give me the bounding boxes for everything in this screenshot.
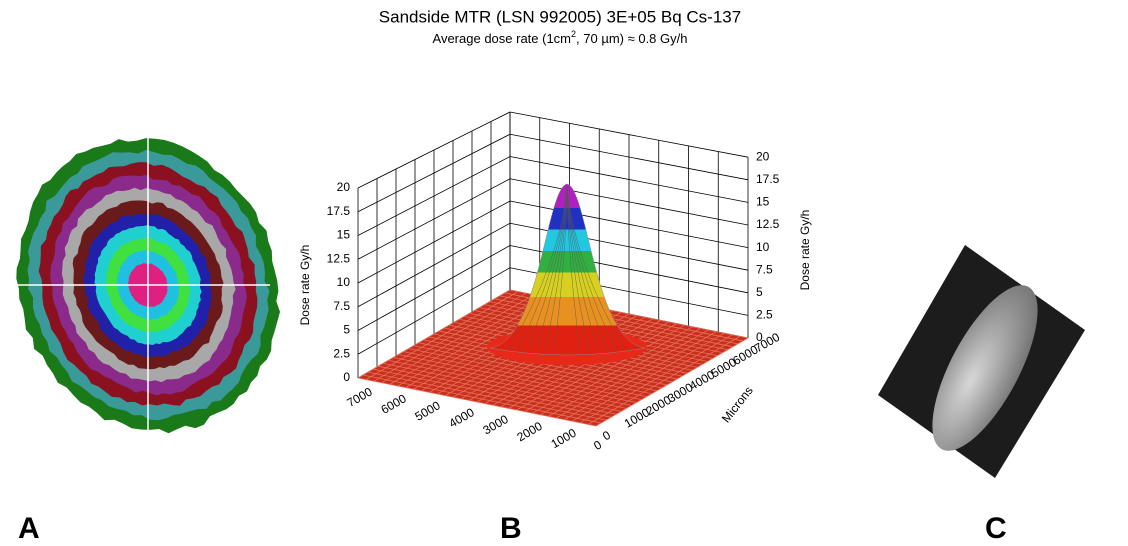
peak-mesh (544, 185, 590, 351)
z-tick-label: 15 (337, 228, 351, 242)
surface-mesh (587, 336, 741, 425)
title: Sandside MTR (LSN 992005) 3E+05 Bq Cs-13… (379, 7, 741, 26)
z-tick-label: 7.5 (333, 299, 350, 313)
subtitle: Average dose rate (1cm2, 70 µm) ≈ 0.8 Gy… (433, 29, 688, 46)
surface-mesh (595, 337, 749, 427)
z-tick-label: 7.5 (756, 262, 773, 276)
particle (932, 285, 1038, 451)
z-tick-label: 0 (756, 330, 763, 344)
z-tick-label: 20 (337, 180, 351, 194)
peak (489, 183, 646, 356)
z-tick-label: 2.5 (333, 346, 350, 360)
y-tick-label: 0 (600, 428, 613, 444)
z-tick-label: 0 (343, 370, 350, 384)
z-tick-label: 20 (756, 149, 770, 163)
peak-mesh (517, 185, 617, 351)
x-tick-label: 2000 (515, 419, 545, 445)
z-tick-label: 17.5 (756, 172, 780, 186)
x-tick-label: 7000 (345, 384, 375, 410)
contour-map (12, 135, 281, 435)
z-tick-label: 12.5 (327, 251, 351, 265)
panel-label: C (985, 512, 1007, 545)
y-axis-label: Microns (719, 384, 756, 426)
z-tick-label: 17.5 (327, 204, 351, 218)
x-tick-label: 3000 (481, 412, 511, 438)
x-tick-label: 4000 (447, 405, 477, 431)
x-tick-label: 0 (591, 437, 604, 453)
z-axis-label: Dose rate Gy/h (798, 210, 812, 291)
peak-mesh (553, 185, 581, 351)
x-tick-label: 5000 (413, 398, 443, 424)
z-tick-label: 5 (756, 285, 763, 299)
surface-mesh (564, 331, 717, 420)
surface-plot: 002.52.5557.57.5101012.512.5151517.517.5… (298, 111, 812, 453)
panel-label: B (500, 512, 522, 545)
z-axis-label: Dose rate Gy/h (298, 245, 312, 326)
surface-mesh (571, 332, 725, 422)
peak-mesh (526, 185, 608, 351)
x-tick-label: 1000 (549, 426, 579, 452)
z-tick-label: 2.5 (756, 308, 773, 322)
surface-mesh (579, 334, 733, 424)
x-tick-label: 6000 (379, 391, 409, 417)
z-tick-label: 10 (337, 275, 351, 289)
z-tick-label: 5 (343, 323, 350, 337)
peak-mesh (535, 185, 599, 351)
z-tick-label: 12.5 (756, 217, 780, 231)
subtitle-text: , 70 µm) ≈ 0.8 Gy/h (576, 31, 687, 46)
sem-image (878, 245, 1085, 478)
superscript: 2 (571, 29, 576, 39)
z-tick-label: 10 (756, 240, 770, 254)
surface-mesh (556, 329, 709, 419)
panel-label: A (18, 512, 40, 545)
z-tick-label: 15 (756, 195, 770, 209)
subtitle-text: Average dose rate (1cm (433, 31, 572, 46)
peak-mesh (508, 185, 626, 351)
